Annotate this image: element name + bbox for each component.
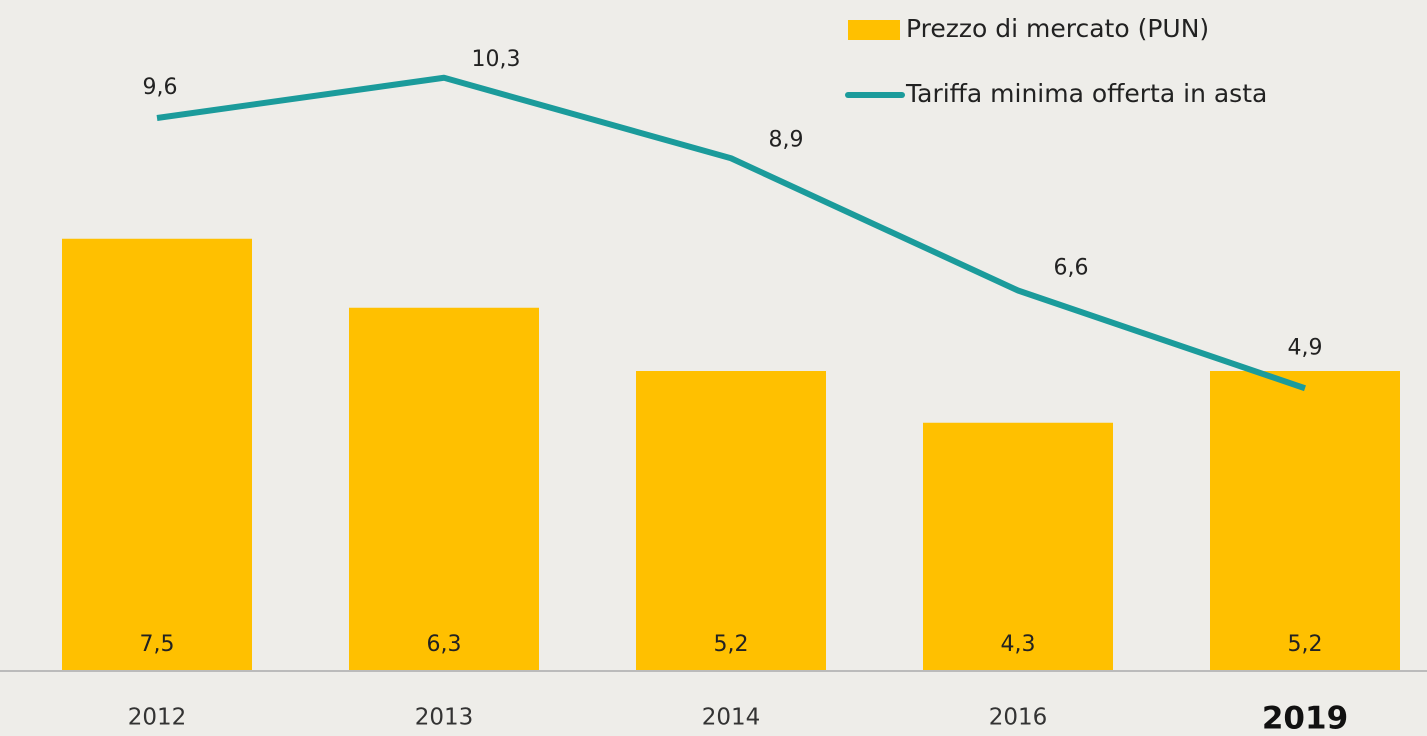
legend-swatch xyxy=(848,20,900,40)
line-value-label: 10,3 xyxy=(472,47,521,72)
bar xyxy=(636,371,826,670)
line-value-label: 8,9 xyxy=(769,127,804,152)
legend-label: Prezzo di mercato (PUN) xyxy=(906,14,1209,43)
bar xyxy=(62,238,252,670)
bar-value-label: 5,2 xyxy=(714,632,749,657)
bar xyxy=(1210,371,1400,670)
x-tick-label: 2013 xyxy=(415,705,474,731)
bar xyxy=(349,307,539,670)
x-tick-label: 2012 xyxy=(128,705,187,731)
line-value-label: 4,9 xyxy=(1288,335,1323,360)
bar xyxy=(923,422,1113,670)
line-value-label: 6,6 xyxy=(1054,256,1089,281)
bar-value-label: 4,3 xyxy=(1001,632,1036,657)
legend-label: Tariffa minima offerta in asta xyxy=(905,79,1267,108)
x-tick-label: 2014 xyxy=(702,705,761,731)
x-tick-label: 2019 xyxy=(1262,701,1348,736)
x-tick-label: 2016 xyxy=(989,705,1048,731)
bar-value-label: 6,3 xyxy=(427,632,462,657)
bar-value-label: 5,2 xyxy=(1288,632,1323,657)
line xyxy=(156,74,1306,392)
line-value-label: 9,6 xyxy=(143,75,178,100)
bar-value-label: 7,5 xyxy=(140,632,175,657)
